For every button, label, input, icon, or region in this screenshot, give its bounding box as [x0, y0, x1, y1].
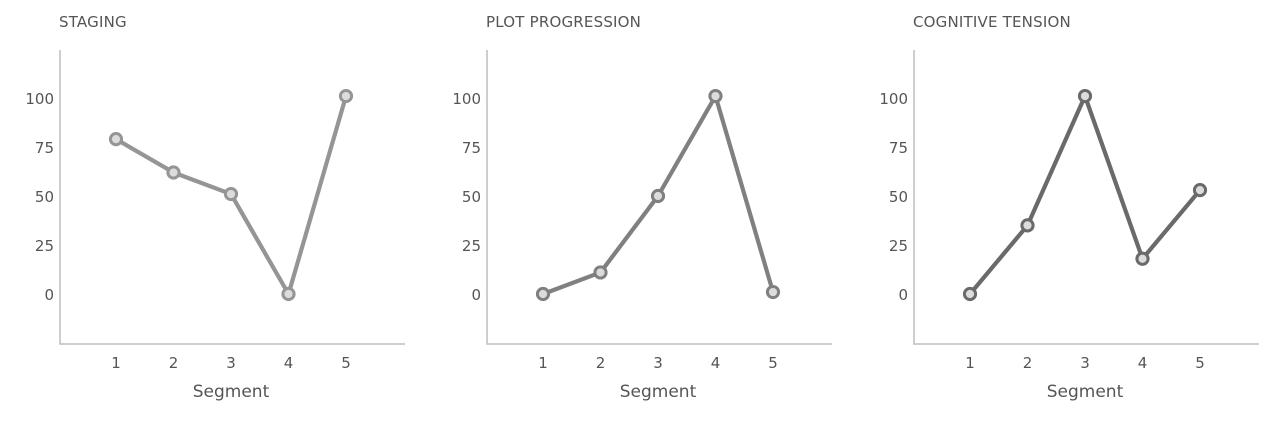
y-tick-label: 75 [462, 139, 481, 157]
y-tick-label: 0 [44, 286, 54, 304]
data-point-segment-3 [650, 188, 666, 204]
y-tick-label: 50 [889, 188, 908, 206]
y-tick-label: 75 [889, 139, 908, 157]
x-axis-label: Segment [620, 382, 697, 402]
data-point-segment-5 [1192, 183, 1208, 198]
x-tick-label: 5 [768, 354, 778, 372]
y-tick-label: 75 [35, 139, 54, 157]
x-tick-label: 3 [226, 354, 236, 372]
data-point-segment-2 [1020, 218, 1035, 233]
x-tick-label: 2 [596, 354, 606, 372]
data-point-segment-2 [593, 265, 608, 280]
data-point-segment-1 [535, 286, 551, 302]
data-point-segment-4 [708, 88, 723, 104]
plot-progression-title: PLOT PROGRESSION [486, 13, 641, 31]
cognitive-tension-title: COGNITIVE TENSION [913, 13, 1071, 31]
x-tick-label: 3 [653, 354, 663, 372]
data-point-segment-2 [166, 165, 181, 180]
x-tick-label: 1 [538, 354, 548, 372]
data-point-segment-3 [1077, 88, 1093, 104]
y-tick-label: 100 [25, 90, 54, 108]
y-tick-label: 100 [879, 90, 908, 108]
data-point-segment-5 [765, 284, 781, 300]
y-tick-label: 25 [889, 237, 908, 255]
y-tick-label: 100 [452, 90, 481, 108]
y-tick-label: 0 [471, 286, 481, 304]
y-tick-label: 25 [462, 237, 481, 255]
data-point-segment-1 [962, 286, 978, 302]
y-tick-label: 50 [462, 188, 481, 206]
data-point-segment-5 [338, 88, 354, 104]
x-axis-label: Segment [1047, 382, 1124, 402]
staging-title: STAGING [59, 13, 127, 31]
axis-lines [486, 50, 832, 345]
data-point-segment-4 [1135, 251, 1150, 266]
x-tick-label: 2 [1023, 354, 1033, 372]
data-point-segment-1 [108, 132, 124, 147]
x-tick-label: 1 [111, 354, 121, 372]
series-line [967, 93, 1203, 297]
x-tick-label: 2 [169, 354, 179, 372]
x-tick-label: 4 [284, 354, 294, 372]
plot-progression-chart: PLOT PROGRESSION 100 75 50 25 0 1 2 3 4 5 Segment [452, 13, 832, 402]
y-tick-label: 50 [35, 188, 54, 206]
axis-lines [913, 50, 1259, 345]
x-tick-label: 1 [965, 354, 975, 372]
y-tick-label: 0 [898, 286, 908, 304]
x-tick-label: 5 [1195, 354, 1205, 372]
x-tick-label: 5 [341, 354, 351, 372]
x-tick-label: 3 [1080, 354, 1090, 372]
data-point-segment-3 [223, 186, 239, 202]
data-point-segment-4 [281, 286, 296, 302]
axis-lines [59, 50, 405, 345]
y-tick-label: 25 [35, 237, 54, 255]
x-axis-label: Segment [193, 382, 270, 402]
x-tick-label: 4 [711, 354, 721, 372]
cognitive-tension-chart: COGNITIVE TENSION 100 75 50 25 0 1 2 3 4 5 Segment [879, 13, 1259, 402]
staging-chart: STAGING 100 75 50 25 0 1 2 3 4 5 Segment [25, 13, 405, 402]
x-tick-label: 4 [1138, 354, 1148, 372]
